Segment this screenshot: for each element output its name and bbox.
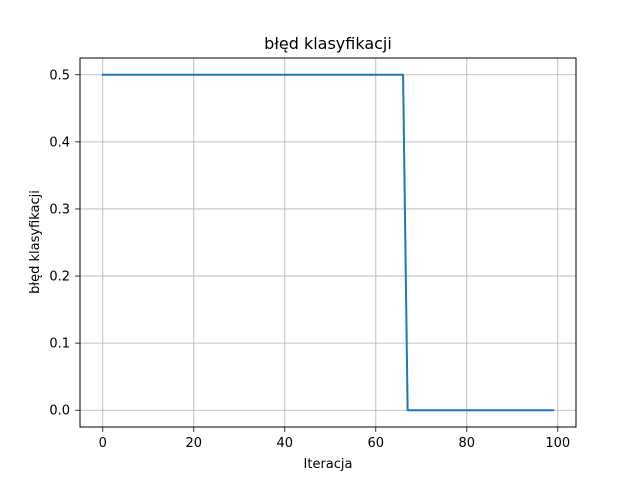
x-tick-label: 80 <box>459 436 476 451</box>
x-tick-label: 60 <box>368 436 385 451</box>
x-tick-label: 40 <box>276 436 293 451</box>
chart-title: błęd klasyfikacji <box>264 34 392 53</box>
y-tick-label: 0.2 <box>49 270 70 285</box>
grid <box>80 58 576 427</box>
series-line <box>101 73 555 412</box>
y-axis-label: błęd klasyfikacji <box>28 190 43 294</box>
y-tick-label: 0.4 <box>49 135 70 150</box>
x-tick-label: 0 <box>99 436 107 451</box>
y-tick-label: 0.5 <box>49 68 70 83</box>
x-tick-label: 100 <box>545 436 570 451</box>
x-tick-label: 20 <box>185 436 202 451</box>
x-axis: 0 20 40 60 80 100 <box>99 427 570 451</box>
axes-frame <box>79 57 577 428</box>
y-axis: 0.0 0.1 0.2 0.3 0.4 0.5 <box>49 68 80 419</box>
y-tick-label: 0.3 <box>49 202 70 217</box>
x-axis-label: Iteracja <box>304 457 353 472</box>
plot-area <box>101 73 555 412</box>
y-tick-label: 0.1 <box>49 337 70 352</box>
y-tick-label: 0.0 <box>49 404 70 419</box>
